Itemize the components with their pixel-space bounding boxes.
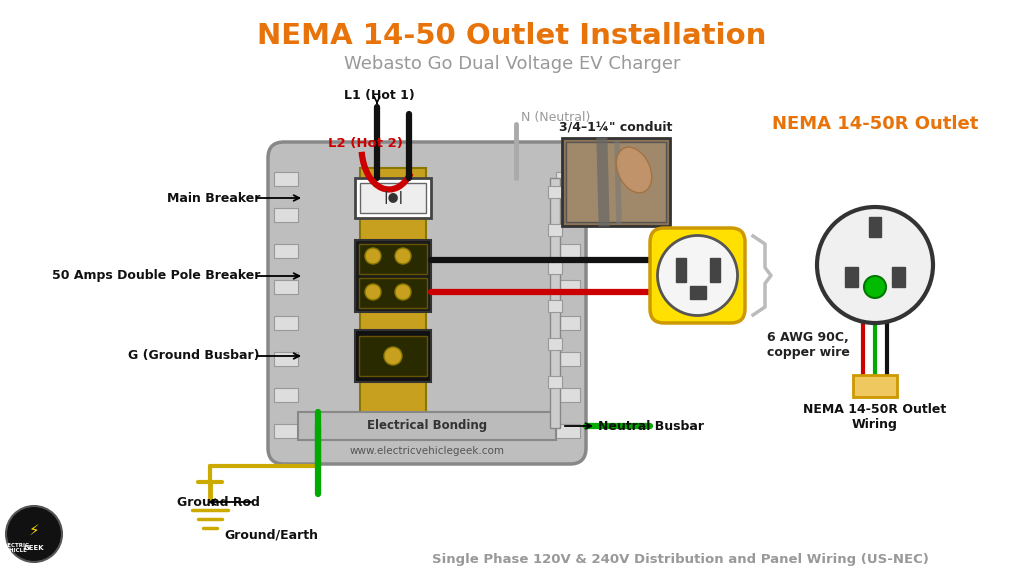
- Bar: [274, 280, 298, 294]
- Circle shape: [657, 236, 737, 316]
- Bar: [274, 352, 298, 366]
- Bar: [556, 280, 580, 294]
- Bar: [556, 352, 580, 366]
- Bar: [359, 244, 427, 274]
- Bar: [556, 172, 580, 186]
- Bar: [274, 208, 298, 222]
- Text: Neutral Busbar: Neutral Busbar: [598, 419, 705, 433]
- Text: G (Ground Busbar): G (Ground Busbar): [128, 350, 260, 362]
- Text: Webasto Go Dual Voltage EV Charger: Webasto Go Dual Voltage EV Charger: [344, 55, 680, 73]
- Bar: [548, 262, 562, 274]
- Bar: [566, 142, 666, 222]
- Circle shape: [817, 207, 933, 323]
- Bar: [359, 336, 427, 376]
- Bar: [556, 208, 580, 222]
- Text: NEMA 14-50 Outlet Installation: NEMA 14-50 Outlet Installation: [257, 22, 767, 50]
- Circle shape: [365, 284, 381, 300]
- Text: www.electricvehiclegeek.com: www.electricvehiclegeek.com: [349, 446, 505, 456]
- Text: 6 AWG 90C,
copper wire: 6 AWG 90C, copper wire: [767, 331, 850, 359]
- Bar: [676, 257, 685, 282]
- Bar: [298, 412, 556, 440]
- Text: |●|: |●|: [383, 191, 403, 204]
- Text: Main Breaker: Main Breaker: [167, 191, 260, 204]
- Bar: [360, 168, 426, 428]
- Bar: [548, 224, 562, 236]
- Bar: [556, 244, 580, 258]
- Bar: [710, 257, 720, 282]
- Text: 3/4–1¼" conduit: 3/4–1¼" conduit: [559, 120, 673, 133]
- Bar: [548, 376, 562, 388]
- Bar: [548, 338, 562, 350]
- Circle shape: [384, 347, 402, 365]
- Text: NEMA 14-50R Outlet: NEMA 14-50R Outlet: [772, 115, 978, 133]
- Bar: [845, 267, 858, 287]
- FancyBboxPatch shape: [650, 228, 745, 323]
- Bar: [556, 316, 580, 330]
- Bar: [355, 240, 431, 312]
- Bar: [556, 388, 580, 402]
- Bar: [548, 300, 562, 312]
- Text: Electrical Bonding: Electrical Bonding: [367, 419, 487, 433]
- Bar: [274, 424, 298, 438]
- Bar: [548, 186, 562, 198]
- Text: Ground/Earth: Ground/Earth: [224, 528, 318, 541]
- Text: L1 (Hot 1): L1 (Hot 1): [344, 89, 415, 102]
- Circle shape: [395, 248, 411, 264]
- Text: L2 (Hot 2): L2 (Hot 2): [328, 138, 402, 150]
- Bar: [562, 138, 670, 226]
- Text: GEEK: GEEK: [24, 545, 44, 551]
- Bar: [355, 330, 431, 382]
- Bar: [853, 375, 897, 397]
- Bar: [274, 244, 298, 258]
- Bar: [869, 217, 881, 237]
- Text: Single Phase 120V & 240V Distribution and Panel Wiring (US-NEC): Single Phase 120V & 240V Distribution an…: [431, 553, 929, 566]
- Bar: [274, 316, 298, 330]
- Text: ELECTRIC
VEHICLE: ELECTRIC VEHICLE: [0, 543, 30, 554]
- Bar: [689, 286, 706, 298]
- Bar: [550, 178, 560, 428]
- Bar: [892, 267, 905, 287]
- Bar: [360, 183, 426, 213]
- Circle shape: [6, 506, 62, 562]
- Bar: [355, 178, 431, 218]
- Circle shape: [864, 276, 886, 298]
- Text: NEMA 14-50R Outlet
Wiring: NEMA 14-50R Outlet Wiring: [804, 403, 946, 431]
- Ellipse shape: [616, 147, 651, 193]
- Circle shape: [395, 284, 411, 300]
- Bar: [359, 278, 427, 308]
- Bar: [274, 388, 298, 402]
- Bar: [556, 424, 580, 438]
- FancyBboxPatch shape: [268, 142, 586, 464]
- Circle shape: [365, 248, 381, 264]
- Text: ⚡: ⚡: [29, 522, 39, 537]
- Text: N (Neutral): N (Neutral): [521, 111, 591, 124]
- Bar: [274, 172, 298, 186]
- Text: 50 Amps Double Pole Breaker: 50 Amps Double Pole Breaker: [51, 270, 260, 282]
- Text: Ground Rod: Ground Rod: [177, 495, 260, 509]
